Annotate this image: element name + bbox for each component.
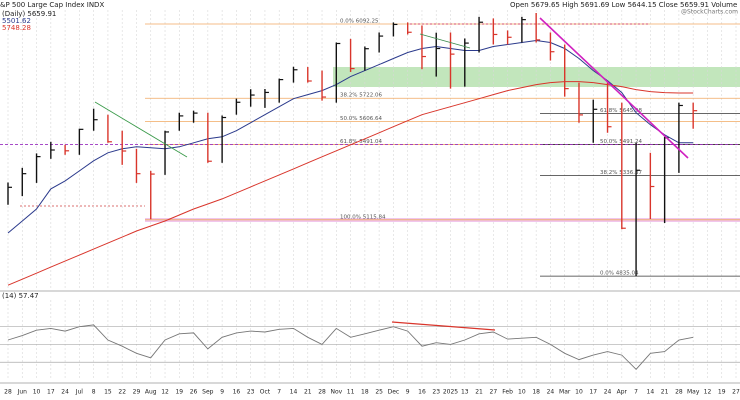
x-tick-label: 24 [547,389,555,396]
x-tick-label: 18 [532,389,540,396]
fib-label: 0.0% 4835.04 [600,271,639,277]
x-tick-label: Apr [617,389,628,396]
x-tick-label: 2025 [443,389,458,396]
x-tick-label: 9 [406,389,410,396]
x-tick-label: 19 [175,389,183,396]
x-tick-label: 26 [190,389,198,396]
legend-entry: 5501.62 [2,17,31,25]
x-tick-label: 10 [518,389,526,396]
x-tick-label: Jun [17,389,28,396]
x-tick-label: 15 [104,389,112,396]
x-tick-label: 25 [375,389,383,396]
x-tick-label: 24 [61,389,69,396]
legend-price: (Daily) 5659.91 [2,10,56,18]
x-tick-label: 23 [432,389,440,396]
x-tick-label: 23 [247,389,255,396]
x-tick-label: 22 [118,389,126,396]
x-tick-label: 7 [634,389,638,396]
x-tick-label: 24 [604,389,612,396]
x-tick-label: 21 [661,389,669,396]
x-tick-label: 19 [718,389,726,396]
rsi-title: (14) 57.47 [2,292,39,300]
trendline [419,33,471,49]
x-tick-label: 16 [233,389,241,396]
x-tick-label: 14 [647,389,655,396]
x-tick-label: 21 [304,389,312,396]
trendline [539,17,689,159]
x-tick-label: 7 [277,389,281,396]
rsi-trendline [391,321,496,331]
x-tick-label: 8 [92,389,96,396]
legend-entry: 5748.28 [2,24,31,32]
x-tick-label: 21 [475,389,483,396]
fib-label: 61.8% 5491.04 [340,139,382,145]
x-tick-label: Feb [502,389,513,396]
fib-label: 50.0% 5606.64 [340,116,382,122]
x-tick-label: Aug [145,389,157,396]
x-tick-label: 18 [361,389,369,396]
quote-summary: Open 5679.65 High 5691.69 Low 5644.15 Cl… [510,1,740,9]
source: @StockCharts.com [681,9,738,16]
x-tick-label: 13 [461,389,469,396]
x-tick-label: 17 [47,389,55,396]
x-tick-label: 11 [347,389,355,396]
x-tick-label: Mar [559,389,571,396]
x-tick-label: 17 [589,389,597,396]
x-tick-label: 9 [220,389,224,396]
x-tick-label: 10 [575,389,583,396]
x-tick-label: 27 [490,389,498,396]
x-tick-label: 12 [161,389,169,396]
trendline [94,101,188,158]
x-tick-label: Jul [75,389,84,396]
x-tick-label: 27 [732,389,740,396]
moving-average [7,81,694,286]
x-tick-label: Nov [330,389,342,396]
x-tick-label: 14 [290,389,298,396]
support-zone [333,67,740,87]
chart-title: &P 500 Large Cap Index INDX [0,1,104,9]
fib-label: 0.0% 6092.25 [340,18,379,24]
x-tick-label: May [687,389,700,396]
x-tick-label: Sep [202,389,214,396]
x-tick-label: 10 [33,389,41,396]
x-tick-label: 28 [675,389,683,396]
fib-label: 100.0% 5115.84 [340,214,386,220]
x-tick-label: 29 [133,389,141,396]
fib-label: 38.2% 5722.06 [340,93,382,99]
x-tick-label: Dec [388,389,400,396]
x-tick-label: 16 [418,389,426,396]
rsi-line [7,324,694,370]
x-tick-label: 28 [318,389,326,396]
x-tick-label: 12 [704,389,712,396]
x-tick-label: 28 [4,389,12,396]
x-tick-label: Oct [260,389,271,396]
